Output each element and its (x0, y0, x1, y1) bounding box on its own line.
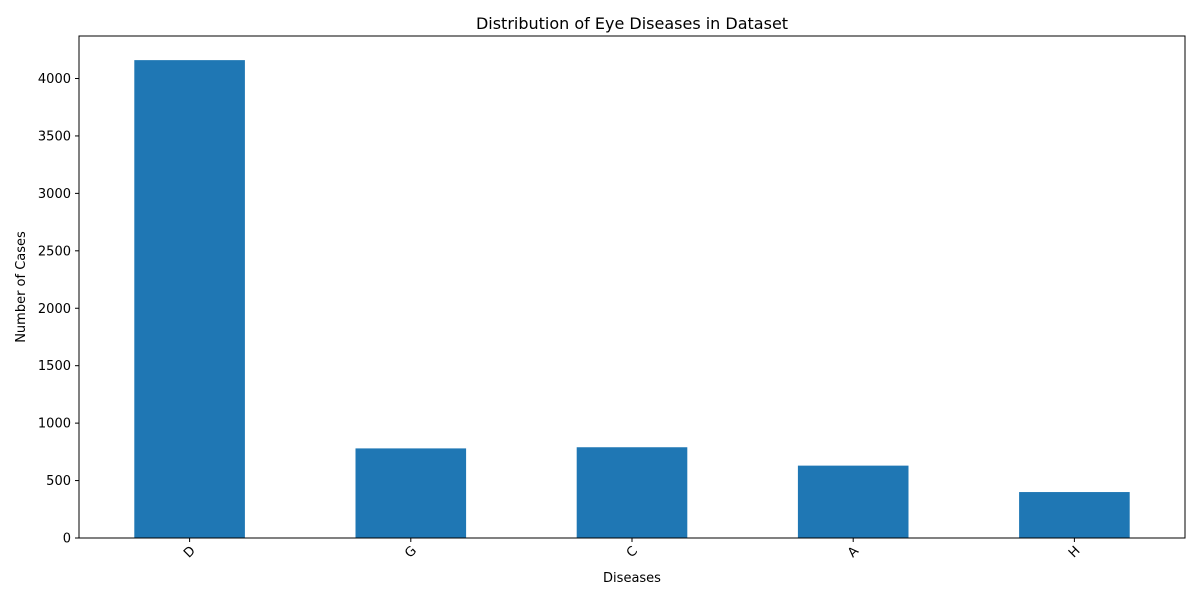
bars-group (134, 60, 1130, 539)
y-tick-label: 4000 (38, 72, 71, 87)
bar-A (797, 465, 909, 538)
plot-frame (78, 35, 1186, 539)
bar-G (355, 448, 467, 538)
y-axis: 0 500 1000 1500 2000 2500 3000 3500 4000 (38, 72, 79, 547)
x-tick-label-H: H (1066, 544, 1084, 562)
bar-H (1019, 492, 1130, 538)
y-tick-label: 2000 (38, 302, 71, 317)
bar-C (576, 447, 688, 538)
chart-title: Distribution of Eye Diseases in Dataset (476, 14, 788, 33)
y-tick-label: 2500 (38, 244, 71, 259)
y-tick-label: 0 (63, 532, 71, 547)
y-tick-label: 3000 (38, 187, 71, 202)
y-tick-label: 3500 (38, 129, 71, 144)
y-tick-label: 1000 (38, 417, 71, 432)
x-tick-label-C: C (624, 544, 641, 561)
y-tick-label: 500 (46, 474, 71, 489)
bar-D (134, 60, 245, 539)
x-tick-label-G: G (402, 543, 420, 561)
x-axis-label: Diseases (603, 571, 661, 586)
x-tick-label-D: D (181, 544, 199, 562)
x-tick-label-A: A (845, 544, 862, 561)
y-tick-label: 1500 (38, 359, 71, 374)
y-axis-label: Number of Cases (14, 231, 29, 343)
